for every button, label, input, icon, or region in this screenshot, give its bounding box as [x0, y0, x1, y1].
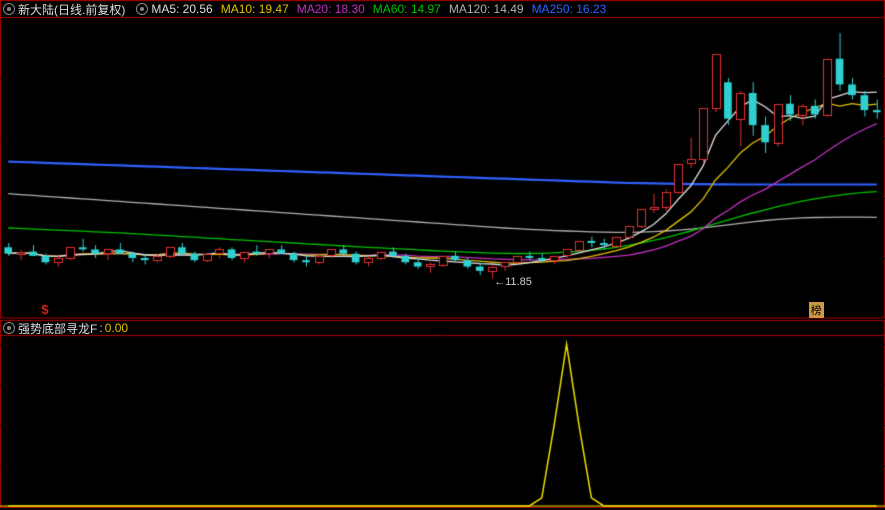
stock-title: 新大陆(日线.前复权) [18, 1, 125, 18]
sub-chart-header: 强势底部寻龙F : 0.00 [0, 320, 128, 336]
sub-indicator-title: 强势底部寻龙F [18, 320, 97, 337]
ma-legend-item: MA120: 14.49 [449, 2, 524, 16]
main-chart-header: 新大陆(日线.前复权) MA5: 20.56 MA10: 19.47 MA20: 1… [0, 0, 622, 18]
indicator-dot-icon [3, 322, 15, 334]
indicator-dot-icon [3, 3, 15, 15]
dollar-signal-icon: $ [41, 302, 48, 317]
low-price-annotation: ←11.85 [494, 276, 532, 288]
ma-legend-item: MA60: 14.97 [373, 2, 441, 16]
indicator-dot-icon [136, 3, 148, 15]
ma-legend-item: MA20: 18.30 [297, 2, 365, 16]
rank-badge[interactable]: 榜 [809, 302, 824, 318]
ma-legend-item: MA250: 16.23 [532, 2, 607, 16]
chart-canvas[interactable] [0, 0, 885, 510]
sub-indicator-value: 0.00 [105, 321, 128, 335]
ma-legend: MA5: 20.56 MA10: 19.47 MA20: 18.30 MA60: 14… [151, 2, 614, 16]
ma-legend-item: MA10: 19.47 [221, 2, 289, 16]
ma-legend-item: MA5: 20.56 [151, 2, 212, 16]
